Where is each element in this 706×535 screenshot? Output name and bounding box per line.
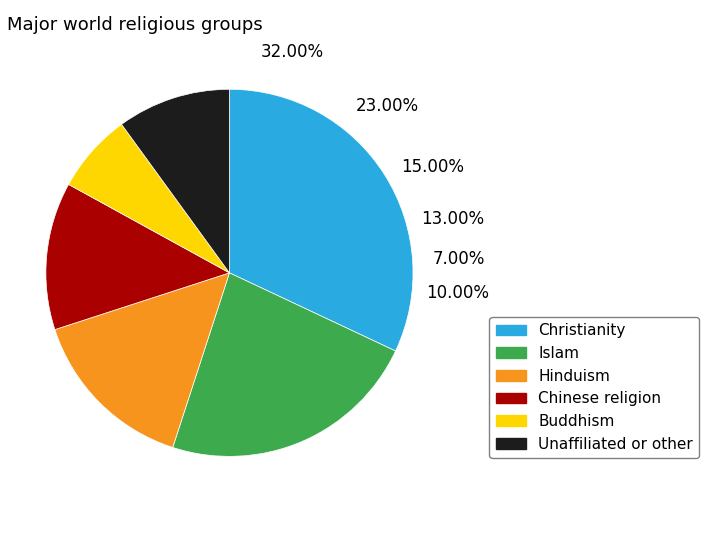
Wedge shape	[55, 273, 229, 447]
Wedge shape	[229, 89, 413, 351]
Wedge shape	[121, 89, 229, 273]
Legend: Christianity, Islam, Hinduism, Chinese religion, Buddhism, Unaffiliated or other: Christianity, Islam, Hinduism, Chinese r…	[489, 317, 699, 458]
Text: Major world religious groups: Major world religious groups	[7, 16, 263, 34]
Text: 23.00%: 23.00%	[356, 97, 419, 116]
Wedge shape	[46, 185, 229, 330]
Text: 15.00%: 15.00%	[402, 158, 465, 176]
Text: 13.00%: 13.00%	[421, 210, 484, 228]
Wedge shape	[68, 124, 229, 273]
Wedge shape	[173, 273, 395, 456]
Text: 32.00%: 32.00%	[261, 43, 324, 62]
Text: 7.00%: 7.00%	[432, 250, 484, 268]
Text: 10.00%: 10.00%	[426, 284, 489, 302]
